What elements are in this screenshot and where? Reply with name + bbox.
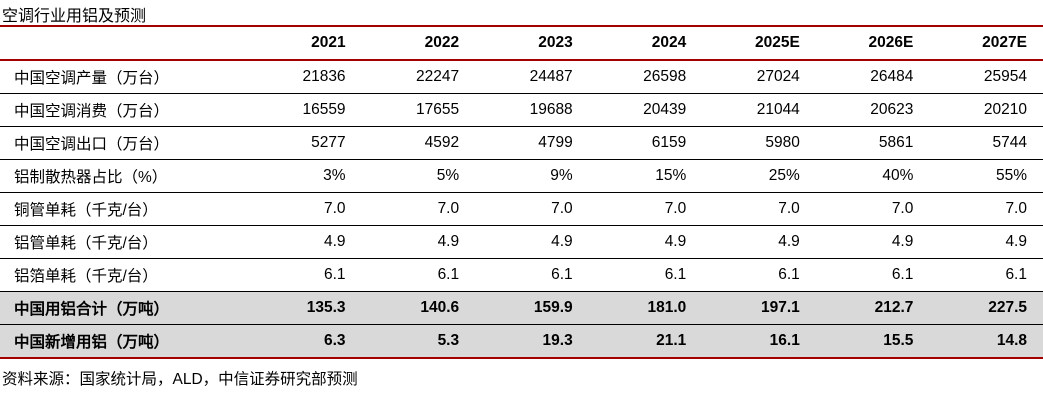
cell: 6.1 — [437, 266, 460, 283]
cell: 7.0 — [324, 200, 346, 217]
table-row: 铜管单耗（千克/台） 7.0 7.0 7.0 7.0 7.0 7.0 7.0 — [0, 193, 1043, 226]
cell: 7.0 — [551, 200, 573, 217]
cell: 55% — [995, 167, 1027, 184]
cell: 40% — [882, 167, 914, 184]
column-header-2021: 2021 — [311, 34, 346, 51]
table-row-total-aluminum: 中国用铝合计（万吨） 135.3 140.6 159.9 181.0 197.1… — [0, 291, 1043, 325]
cell: 227.5 — [988, 299, 1027, 316]
cell: 25% — [768, 167, 800, 184]
row-label: 铝制散热器占比（%） — [14, 169, 168, 186]
row-label: 铝管单耗（千克/台） — [14, 235, 158, 252]
row-label: 中国空调产量（万台） — [14, 70, 170, 87]
cell: 6.1 — [324, 266, 346, 283]
column-header-2022: 2022 — [424, 34, 460, 51]
cell: 4.9 — [778, 233, 800, 250]
cell: 21044 — [756, 101, 800, 118]
cell: 27024 — [756, 68, 800, 85]
table-row: 铝管单耗（千克/台） 4.9 4.9 4.9 4.9 4.9 4.9 4.9 — [0, 226, 1043, 259]
cell: 5.3 — [437, 332, 460, 349]
row-label: 铜管单耗（千克/台） — [14, 202, 158, 219]
cell: 181.0 — [647, 299, 687, 316]
cell: 15% — [655, 167, 687, 184]
column-header-2026e: 2026E — [868, 34, 914, 51]
cell: 197.1 — [761, 299, 800, 316]
cell: 4.9 — [324, 233, 346, 250]
table-row: 铝箔单耗（千克/台） 6.1 6.1 6.1 6.1 6.1 6.1 6.1 — [0, 259, 1043, 292]
cell: 6.1 — [1005, 266, 1027, 283]
row-label: 中国用铝合计（万吨） — [14, 301, 170, 318]
cell: 6159 — [651, 134, 687, 151]
cell: 7.0 — [891, 200, 914, 217]
cell: 19.3 — [542, 332, 573, 349]
page-title: 空调行业用铝及预测 — [2, 8, 147, 25]
table-row-new-aluminum: 中国新增用铝（万吨） 6.3 5.3 19.3 21.1 16.1 15.5 1… — [0, 324, 1043, 358]
cell: 5% — [436, 167, 460, 184]
cell: 4.9 — [664, 233, 687, 250]
table-row: 中国空调产量（万台） 21836 22247 24487 26598 27024… — [0, 60, 1043, 94]
cell: 6.1 — [891, 266, 914, 283]
row-label: 中国空调消费（万台） — [14, 103, 170, 120]
cell: 5980 — [765, 134, 800, 151]
cell: 26484 — [870, 68, 914, 85]
cell: 4.9 — [1005, 233, 1027, 250]
cell: 25954 — [983, 68, 1027, 85]
cell: 212.7 — [874, 299, 914, 316]
table-row: 中国空调消费（万台） 16559 17655 19688 20439 21044… — [0, 94, 1043, 127]
column-header-2023: 2023 — [538, 34, 573, 51]
source-note: 资料来源：国家统计局，ALD，中信证券研究部预测 — [2, 371, 358, 388]
cell: 4.9 — [437, 233, 460, 250]
column-header-2027e: 2027E — [982, 34, 1027, 51]
cell: 7.0 — [437, 200, 460, 217]
row-label: 铝箔单耗（千克/台） — [14, 268, 158, 285]
row-label: 中国空调出口（万台） — [14, 136, 170, 153]
aluminum-forecast-table: 2021 2022 2023 2024 2025E 2026E 2027E 中国… — [0, 25, 1043, 359]
column-header-2024: 2024 — [651, 34, 687, 51]
cell: 5744 — [992, 134, 1027, 151]
cell: 6.3 — [324, 332, 346, 349]
cell: 159.9 — [533, 299, 573, 316]
cell: 24487 — [529, 68, 573, 85]
cell: 16.1 — [769, 332, 800, 349]
cell: 7.0 — [778, 200, 800, 217]
cell: 17655 — [416, 101, 460, 118]
corner-header-cell — [0, 26, 248, 60]
cell: 5861 — [878, 134, 914, 151]
table-header-row: 2021 2022 2023 2024 2025E 2026E 2027E — [0, 26, 1043, 60]
cell: 5277 — [311, 134, 346, 151]
cell: 3% — [323, 167, 346, 184]
row-label: 中国新增用铝（万吨） — [14, 334, 170, 351]
cell: 4799 — [538, 134, 573, 151]
cell: 20210 — [983, 101, 1027, 118]
table-row: 铝制散热器占比（%） 3% 5% 9% 15% 25% 40% 55% — [0, 160, 1043, 193]
cell: 26598 — [643, 68, 687, 85]
cell: 21.1 — [656, 332, 687, 349]
cell: 9% — [550, 167, 573, 184]
cell: 6.1 — [551, 266, 573, 283]
cell: 6.1 — [664, 266, 687, 283]
cell: 20439 — [643, 101, 687, 118]
cell: 140.6 — [420, 299, 460, 316]
cell: 7.0 — [1005, 200, 1027, 217]
cell: 21836 — [302, 68, 346, 85]
cell: 4.9 — [551, 233, 573, 250]
table-row: 中国空调出口（万台） 5277 4592 4799 6159 5980 5861… — [0, 127, 1043, 160]
cell: 135.3 — [306, 299, 346, 316]
cell: 7.0 — [664, 200, 687, 217]
cell: 22247 — [416, 68, 460, 85]
cell: 14.8 — [996, 332, 1027, 349]
cell: 20623 — [870, 101, 914, 118]
cell: 16559 — [302, 101, 346, 118]
cell: 4.9 — [891, 233, 914, 250]
cell: 19688 — [529, 101, 573, 118]
cell: 4592 — [424, 134, 460, 151]
column-header-2025e: 2025E — [754, 34, 800, 51]
cell: 6.1 — [778, 266, 800, 283]
cell: 15.5 — [883, 332, 914, 349]
